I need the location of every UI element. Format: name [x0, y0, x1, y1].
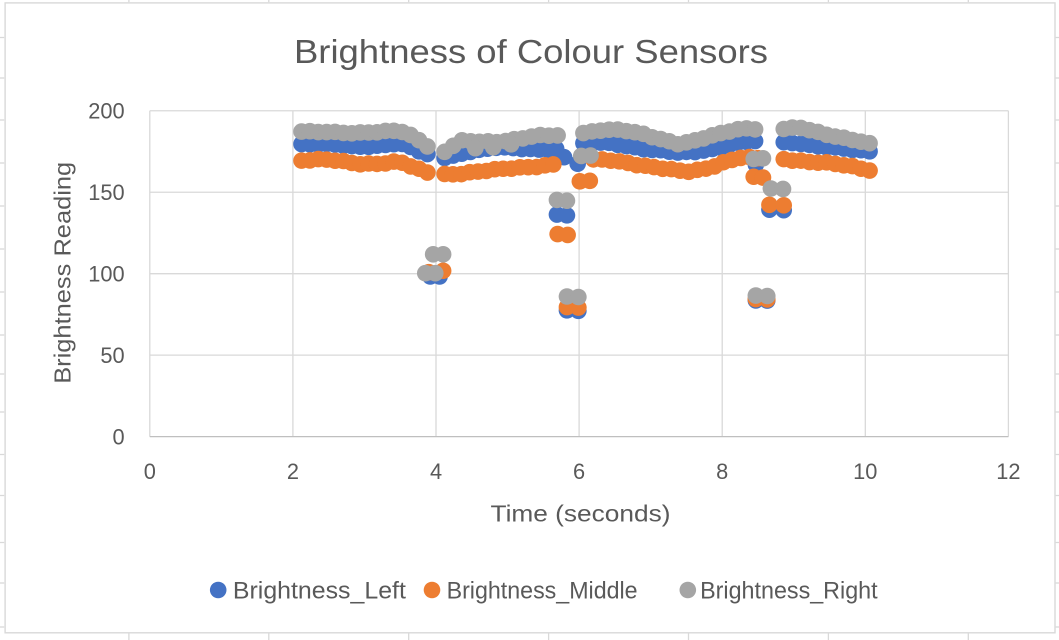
svg-text:Time (seconds): Time (seconds) [491, 501, 671, 527]
svg-text:150: 150 [88, 180, 124, 205]
svg-text:200: 200 [88, 99, 124, 124]
svg-text:0: 0 [144, 459, 156, 484]
svg-text:10: 10 [853, 459, 877, 484]
svg-text:Brightness of Colour Sensors: Brightness of Colour Sensors [294, 33, 768, 70]
svg-text:Brightness_Middle: Brightness_Middle [447, 578, 638, 605]
svg-text:100: 100 [88, 261, 124, 286]
svg-text:6: 6 [573, 459, 585, 484]
svg-text:0: 0 [112, 424, 124, 449]
svg-text:12: 12 [996, 459, 1020, 484]
svg-text:Brightness_Right: Brightness_Right [700, 578, 878, 605]
svg-text:Brightness Reading: Brightness Reading [50, 162, 76, 384]
svg-text:4: 4 [430, 459, 442, 484]
svg-text:8: 8 [716, 459, 728, 484]
svg-text:Brightness_Left: Brightness_Left [233, 578, 406, 605]
svg-text:50: 50 [100, 343, 124, 368]
svg-text:2: 2 [287, 459, 299, 484]
